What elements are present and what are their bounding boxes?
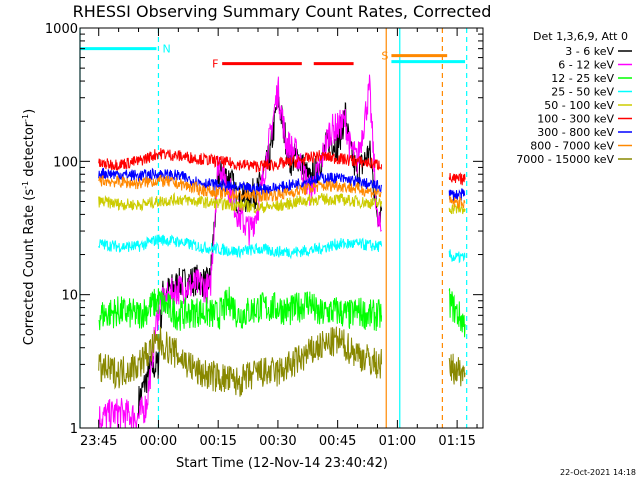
legend-label-1: 6 - 12 keV (558, 59, 614, 72)
y-tick-label-1: 10 (61, 289, 78, 304)
x-tick-label-5: 01:00 (379, 434, 416, 449)
y-tick-label-3: 1000 (45, 22, 78, 37)
flag-bars: N F S (80, 43, 466, 71)
legend-label-3: 25 - 50 keV (551, 86, 614, 99)
series-4-segment-0 (98, 191, 382, 214)
series-3 (98, 234, 466, 264)
x-tick-label-0: 23:45 (80, 434, 117, 449)
x-tick-label-6: 01:15 (438, 434, 475, 449)
series-3-segment-1 (448, 249, 466, 264)
series-lines (98, 74, 466, 428)
flag-label-1: F (212, 58, 218, 71)
series-8-segment-0 (98, 326, 382, 397)
y-axis-label: Corrected Count Rate (s-1 detector-1) (21, 109, 37, 345)
legend-label-4: 50 - 100 keV (544, 99, 614, 112)
legend-label-5: 100 - 300 keV (537, 113, 614, 126)
series-8 (98, 326, 466, 397)
flag-label-0: N (162, 43, 170, 56)
series-4 (98, 191, 466, 215)
legend-label-2: 12 - 25 keV (551, 72, 614, 85)
series-5-segment-1 (448, 172, 466, 186)
x-tick-label-2: 00:15 (199, 434, 236, 449)
legend-label-8: 7000 - 15000 keV (516, 153, 614, 166)
series-7-segment-0 (98, 174, 382, 204)
series-5-segment-0 (98, 148, 382, 173)
series-7 (98, 174, 466, 209)
legend-label-0: 3 - 6 keV (565, 45, 614, 58)
series-6 (98, 167, 466, 201)
x-tick-label-3: 00:30 (259, 434, 296, 449)
legend-label-6: 300 - 800 keV (537, 126, 614, 139)
flag-label-2: S (381, 50, 388, 63)
plot-frame (79, 27, 484, 429)
series-4-segment-1 (448, 203, 466, 215)
x-tick-label-1: 00:00 (140, 434, 177, 449)
y-tick-label-0: 1 (70, 422, 78, 437)
y-axis: 1 10 100 1000 (45, 22, 483, 437)
series-6-segment-0 (98, 167, 382, 197)
series-1-segment-0 (98, 74, 382, 428)
legend-title: Det 1,3,6,9, Att 0 (533, 30, 628, 43)
footer-timestamp: 22-Oct-2021 14:18 (560, 468, 636, 477)
series-2 (98, 286, 466, 338)
legend-label-7: 800 - 7000 keV (530, 140, 614, 153)
series-2-segment-0 (98, 286, 382, 332)
series-3-segment-0 (98, 234, 382, 260)
x-tick-label-4: 00:45 (319, 434, 356, 449)
series-5 (98, 148, 466, 186)
y-tick-label-2: 100 (53, 155, 78, 170)
series-7-segment-1 (448, 195, 466, 209)
x-axis: 23:45 00:00 00:15 00:30 00:45 01:00 01:15 (80, 28, 478, 449)
series-8-segment-1 (448, 353, 466, 387)
x-axis-label: Start Time (12-Nov-14 23:40:42) (176, 456, 388, 471)
series-1 (98, 74, 382, 428)
series-6-segment-1 (448, 188, 466, 201)
chart-title: RHESSI Observing Summary Count Rates, Co… (73, 2, 492, 21)
series-2-segment-1 (448, 288, 466, 338)
